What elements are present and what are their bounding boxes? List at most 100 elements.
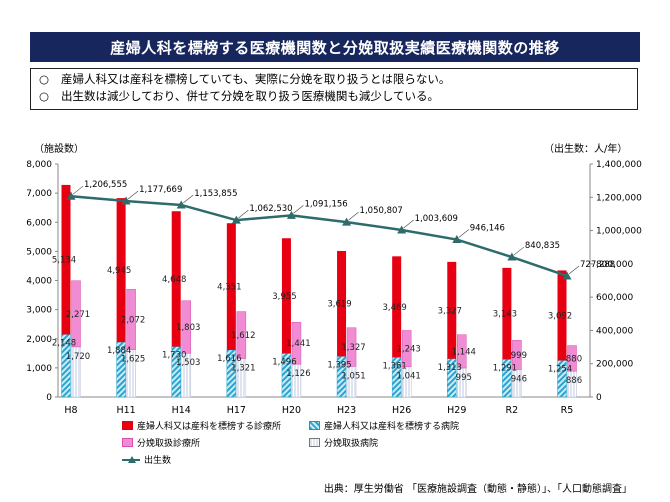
y2-tick-label: 200,000 (596, 360, 633, 370)
bar-clinic-all (392, 256, 402, 358)
legend-swatch-gray (309, 438, 320, 447)
data-label-hospital-delivery: 1,126 (286, 369, 310, 379)
births-label-leader (238, 209, 249, 219)
note-bullet: ○ (39, 89, 50, 103)
legend-item-hospital-all: 産婦人科又は産科を標榜する病院 (309, 419, 459, 432)
y-axis-title: （施設数） (34, 144, 84, 155)
data-label-hospital-all: 1,291 (493, 363, 517, 373)
births-label-leader (183, 194, 194, 204)
y2-tick-label: 0 (596, 393, 602, 403)
data-label-clinic-delivery: 2,072 (121, 315, 145, 325)
bar-clinic-delivery (457, 334, 467, 369)
legend-label: 産婦人科又は産科を標榜する診療所 (137, 422, 282, 432)
births-data-label: 1,153,855 (194, 189, 237, 199)
data-label-hospital-delivery: 886 (566, 376, 582, 386)
notes-box: ○ 産婦人科又は産科を標榜していても、実際に分娩を取り扱うとは限らない。 ○ 出… (30, 68, 638, 110)
data-label-hospital-all: 1,730 (162, 351, 186, 361)
y-tick-label: 3,000 (26, 306, 52, 316)
data-label-clinic-delivery: 1,803 (176, 323, 200, 333)
births-label-leader (513, 246, 525, 256)
data-label-clinic-delivery: 1,441 (286, 339, 310, 349)
legend-item-births: 出生数 (122, 453, 171, 466)
data-label-clinic-all: 4,945 (107, 266, 131, 276)
births-data-label: 1,062,530 (249, 204, 292, 214)
legend-label: 分娩取扱病院 (324, 439, 379, 449)
bar-clinic-all (337, 250, 347, 357)
births-point (286, 210, 296, 219)
births-data-label: 1,050,807 (360, 206, 403, 216)
bar-clinic-delivery (291, 321, 302, 365)
births-data-label: 727,288 (580, 260, 615, 270)
y2-tick-label: 1,400,000 (596, 160, 642, 170)
births-data-label: 946,146 (470, 224, 505, 234)
y2-tick-label: 1,200,000 (596, 193, 642, 203)
y2-tick-label: 800,000 (596, 260, 633, 270)
data-label-hospital-delivery: 1,051 (341, 371, 365, 381)
data-label-clinic-all: 3,469 (382, 303, 406, 313)
births-point (121, 196, 131, 205)
bar-clinic-all (557, 270, 567, 361)
data-label-hospital-delivery: 1,720 (66, 352, 90, 362)
legend-label: 産婦人科又は産科を標榜する病院 (324, 422, 460, 432)
data-label-hospital-delivery: 1,041 (396, 372, 420, 382)
x-tick-label: R2 (506, 405, 519, 416)
data-label-clinic-all: 4,351 (217, 283, 241, 293)
bar-clinic-delivery (401, 330, 412, 367)
y2-axis-title: （出生数：人/年） (544, 144, 628, 155)
chart-title: 産婦人科を標榜する医療機関数と分娩取扱実績医療機関数の推移 (30, 32, 640, 62)
data-label-clinic-delivery: 2,271 (66, 310, 90, 320)
bar-clinic-delivery (71, 280, 81, 348)
x-tick-label: H14 (172, 405, 191, 416)
bar-clinic-all (61, 184, 71, 335)
births-label-leader (348, 211, 359, 221)
legend-swatch-blue (309, 421, 320, 430)
data-label-hospital-delivery: 946 (511, 374, 527, 384)
y-tick-label: 0 (46, 393, 52, 403)
births-point (507, 252, 517, 261)
data-label-hospital-all: 2,148 (52, 338, 76, 348)
y2-tick-label: 1,000,000 (596, 227, 642, 237)
births-label-leader (458, 229, 469, 238)
y-tick-label: 6,000 (26, 218, 52, 228)
bar-clinic-delivery (346, 327, 357, 367)
y-tick-label: 2,000 (26, 335, 52, 345)
data-label-hospital-delivery: 1,503 (176, 358, 200, 368)
births-label-leader (72, 185, 84, 195)
data-label-hospital-all: 1,313 (438, 363, 462, 373)
note-bullet: ○ (39, 72, 50, 86)
y-tick-label: 7,000 (26, 189, 52, 199)
data-label-hospital-all: 1,496 (272, 357, 296, 367)
data-label-clinic-all: 5,134 (52, 256, 76, 266)
births-data-label: 1,091,156 (304, 199, 347, 209)
legend-swatch-line (122, 455, 140, 464)
note-item: ○ 出生数は減少しており、併せて分娩を取り扱う医療機関も減少している。 (39, 88, 629, 105)
data-label-hospital-delivery: 1,321 (231, 364, 255, 374)
bar-clinic-all (171, 211, 181, 347)
births-data-label: 840,835 (525, 241, 560, 251)
x-tick-label: H29 (447, 405, 466, 416)
data-label-clinic-all: 3,143 (493, 310, 517, 320)
legend-label: 分娩取扱診療所 (137, 439, 201, 449)
births-data-label: 1,177,669 (139, 185, 182, 195)
births-point (231, 215, 241, 224)
births-line (70, 194, 568, 278)
x-tick-label: H26 (392, 405, 411, 416)
x-tick-label: R5 (561, 405, 574, 416)
note-item: ○ 産婦人科又は産科を標榜していても、実際に分娩を取り扱うとは限らない。 (39, 71, 629, 88)
legend-swatch-pink (122, 438, 133, 447)
births-point (452, 235, 462, 244)
x-tick-label: H17 (227, 405, 246, 416)
data-label-clinic-delivery: 880 (566, 354, 582, 364)
bar-clinic-all (447, 261, 457, 359)
legend-item-clinic-all: 産婦人科又は産科を標榜する診療所 (122, 419, 281, 432)
data-label-clinic-delivery: 999 (511, 351, 527, 361)
x-tick-label: H23 (337, 405, 356, 416)
births-label-leader (127, 190, 139, 200)
data-label-clinic-all: 4,648 (162, 275, 186, 285)
births-point (176, 200, 186, 209)
data-label-hospital-all: 1,254 (548, 364, 572, 374)
y2-tick-label: 400,000 (596, 326, 633, 336)
x-tick-label: H11 (116, 405, 135, 416)
births-label-leader (293, 205, 304, 214)
